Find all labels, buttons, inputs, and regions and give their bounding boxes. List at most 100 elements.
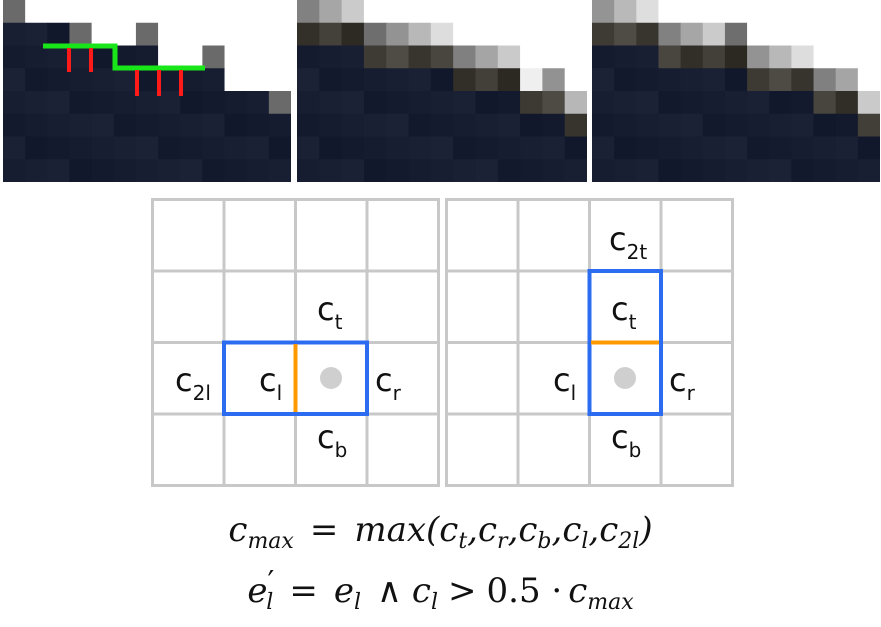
- pixel-cell: [25, 22, 48, 46]
- pixel-cell: [3, 91, 26, 115]
- pixel-cell: [747, 45, 770, 69]
- pixel-cell: [319, 136, 343, 160]
- pixel-cell: [724, 159, 748, 182]
- pixel-cell: [69, 113, 93, 137]
- pixel-cell: [658, 45, 682, 69]
- pixel-cell: [224, 68, 248, 92]
- pixel-cell: [564, 45, 587, 69]
- pixel-cell: [69, 91, 93, 115]
- pixel-cell: [791, 159, 815, 182]
- pixel-cell: [658, 136, 682, 160]
- pixel-cell: [835, 0, 859, 24]
- pixel-cell: [341, 136, 365, 160]
- pixel-cell: [453, 68, 476, 92]
- pixel-cell: [224, 159, 248, 182]
- region-outline: [587, 269, 663, 416]
- pixel-cell: [475, 68, 499, 92]
- pixel-cell: [47, 159, 70, 182]
- pixel-cell: [268, 22, 291, 46]
- pixel-cell: [813, 45, 837, 69]
- pixel-cell: [636, 22, 659, 46]
- pixel-cell: [91, 45, 115, 69]
- pixel-cell: [268, 45, 291, 69]
- pixel-cell: [724, 22, 748, 46]
- pixel-cell: [520, 159, 543, 182]
- pixel-cell: [47, 113, 70, 137]
- pixel-cell: [857, 136, 880, 160]
- pixel-cell: [224, 0, 248, 24]
- pixel-cell: [564, 91, 587, 115]
- pixel-cell: [3, 136, 26, 160]
- pixel-cell: [363, 0, 387, 24]
- pixel-cell: [747, 159, 770, 182]
- pixel-cell: [475, 45, 499, 69]
- pixel-cell: [564, 68, 587, 92]
- pixel-cell: [319, 45, 343, 69]
- pixel-cell: [475, 113, 499, 137]
- pixel-cell: [430, 136, 454, 160]
- pixel-cell: [69, 68, 93, 92]
- pixel-cell: [497, 159, 521, 182]
- pixel-cell: [135, 68, 159, 92]
- label-ct: ct: [317, 290, 343, 334]
- pixel-cell: [702, 136, 726, 160]
- pixel-cell: [680, 0, 704, 24]
- pixel-cell: [202, 113, 226, 137]
- pixel-cell: [246, 68, 270, 92]
- pixel-cell: [135, 22, 159, 46]
- pixel-cell: [363, 45, 387, 69]
- pixel-cell: [268, 68, 291, 92]
- pixel-cell: [453, 91, 476, 115]
- pixel-cell: [3, 0, 26, 24]
- pixel-cell: [857, 113, 880, 137]
- pixel-cell: [25, 0, 48, 24]
- pixel-cell: [180, 91, 203, 115]
- pixel-cell: [69, 0, 93, 24]
- pixel-cell: [769, 159, 792, 182]
- pixel-cell: [835, 68, 859, 92]
- pixel-cell: [246, 45, 270, 69]
- green-edge-line: [43, 43, 205, 71]
- pixel-cell: [69, 22, 93, 46]
- pixel-cell: [542, 45, 566, 69]
- pixel-cell: [658, 113, 682, 137]
- pixel-cell: [202, 45, 226, 69]
- pixel-cell: [341, 91, 365, 115]
- pixel-cell: [69, 159, 93, 182]
- blend-result-panel-a: [297, 0, 587, 182]
- pixel-cell: [724, 91, 748, 115]
- pixel-cell: [791, 113, 815, 137]
- pixel-cell: [791, 68, 815, 92]
- pixel-cell: [614, 22, 637, 46]
- pixel-cell: [408, 136, 432, 160]
- pixel-cell: [319, 68, 343, 92]
- pixel-cell: [636, 91, 659, 115]
- pixel-cell: [614, 136, 637, 160]
- pixel-cell: [835, 113, 859, 137]
- pixel-cell: [614, 91, 637, 115]
- pixel-cell: [319, 113, 343, 137]
- pixel-cell: [319, 22, 343, 46]
- pixel-cell: [835, 91, 859, 115]
- pixel-cell: [135, 91, 159, 115]
- pixel-cell: [724, 113, 748, 137]
- pixel-cell: [747, 113, 770, 137]
- pixel-cell: [202, 0, 226, 24]
- pixel-cell: [113, 159, 137, 182]
- pixel-cell: [791, 22, 815, 46]
- pixel-cell: [769, 0, 792, 24]
- pixel-cell: [475, 159, 499, 182]
- pixel-cell: [91, 91, 115, 115]
- pixel-cell: [835, 159, 859, 182]
- pixel-cell: [592, 68, 615, 92]
- pixel-cell: [857, 22, 880, 46]
- pixel-cell: [724, 68, 748, 92]
- pixel-cell: [25, 45, 48, 69]
- pixel-cell: [636, 159, 659, 182]
- pixel-cell: [430, 159, 454, 182]
- pixel-cell: [113, 22, 137, 46]
- pixel-cell: [180, 136, 203, 160]
- center-dot: [320, 367, 342, 389]
- pixel-cell: [769, 113, 792, 137]
- pixel-cell: [497, 0, 521, 24]
